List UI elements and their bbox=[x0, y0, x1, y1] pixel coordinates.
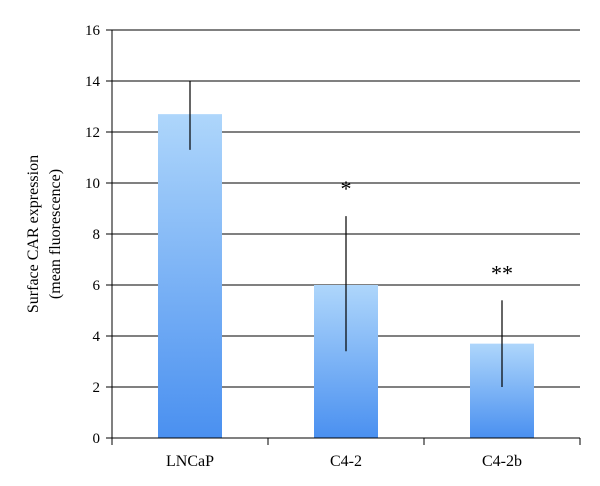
bar-lncap bbox=[158, 114, 222, 439]
x-category-label: C4-2b bbox=[482, 453, 522, 470]
y-tick-label: 4 bbox=[93, 329, 101, 345]
y-axis-title-line: Surface CAR expression bbox=[25, 155, 42, 313]
axes: 0 2 4 6 8 10 12 14 16 LNCaP C4-2 C4-2b bbox=[85, 23, 581, 470]
y-tick-label: 14 bbox=[85, 74, 101, 90]
y-tick-label: 6 bbox=[93, 278, 101, 294]
y-tick-label: 8 bbox=[93, 227, 101, 243]
y-axis-title-line: (mean fluorescence) bbox=[47, 169, 64, 299]
y-tick-label: 16 bbox=[85, 23, 101, 39]
significance-marker: ** bbox=[491, 260, 513, 285]
x-category-label: LNCaP bbox=[166, 453, 214, 470]
y-tick-label: 2 bbox=[93, 380, 101, 396]
y-axis-title: Surface CAR expression (mean fluorescence… bbox=[25, 155, 64, 313]
significance-marker: * bbox=[341, 176, 352, 201]
y-tick-label: 10 bbox=[85, 176, 100, 192]
y-tick-label: 0 bbox=[93, 431, 101, 447]
x-category-label: C4-2 bbox=[330, 453, 362, 470]
bars: *** bbox=[158, 81, 534, 439]
y-tick-label: 12 bbox=[85, 125, 100, 141]
